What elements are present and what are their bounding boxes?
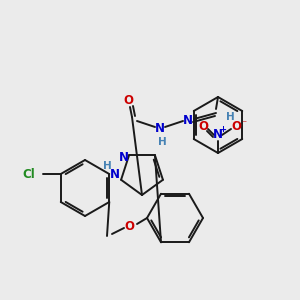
- Text: +: +: [220, 125, 226, 134]
- Text: N: N: [213, 128, 223, 142]
- Text: Cl: Cl: [22, 167, 35, 181]
- Text: O: O: [123, 94, 133, 107]
- Text: H: H: [103, 161, 112, 171]
- Text: H: H: [226, 112, 234, 122]
- Text: N: N: [183, 115, 193, 128]
- Text: N: N: [155, 122, 165, 136]
- Text: N: N: [119, 151, 129, 164]
- Text: N: N: [110, 168, 120, 181]
- Text: O: O: [231, 121, 241, 134]
- Text: ⁻: ⁻: [242, 119, 247, 129]
- Text: O: O: [198, 121, 208, 134]
- Text: H: H: [158, 137, 166, 147]
- Text: O: O: [124, 220, 134, 232]
